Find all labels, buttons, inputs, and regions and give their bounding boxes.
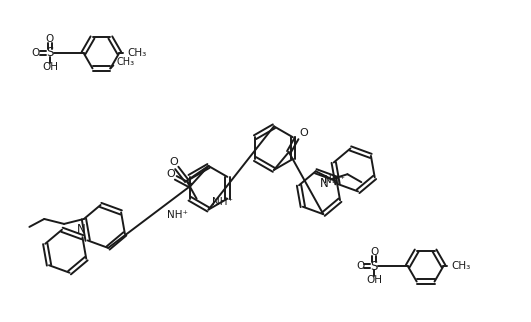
Text: S: S (370, 260, 378, 273)
Text: O: O (169, 157, 178, 167)
Text: O: O (32, 48, 40, 58)
Text: O: O (166, 169, 175, 179)
Text: OH: OH (366, 275, 382, 285)
Text: O: O (299, 128, 309, 138)
Text: NH⁺: NH⁺ (324, 175, 345, 185)
Text: OH: OH (42, 62, 58, 72)
Text: O: O (46, 34, 54, 44)
Text: S: S (46, 46, 54, 60)
Text: N: N (76, 223, 85, 236)
Text: NH⁺: NH⁺ (212, 197, 234, 207)
Text: CH₃: CH₃ (116, 57, 134, 67)
Text: NH⁺: NH⁺ (167, 210, 189, 220)
Text: O: O (370, 247, 378, 257)
Text: N: N (320, 177, 329, 190)
Text: CH₃: CH₃ (451, 261, 470, 271)
Text: O: O (356, 261, 364, 271)
Text: CH₃: CH₃ (127, 48, 147, 58)
